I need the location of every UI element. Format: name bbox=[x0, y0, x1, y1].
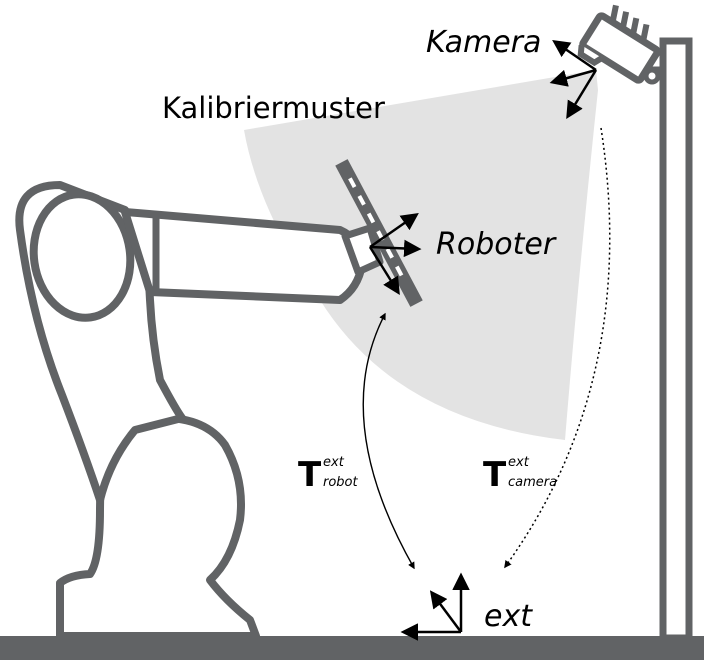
robot-transform-symbol: T bbox=[298, 455, 322, 495]
calibration-pattern-label: Kalibriermuster bbox=[162, 91, 385, 125]
ext-label: ext bbox=[484, 599, 532, 634]
robot-upper-arm bbox=[121, 208, 366, 304]
robot-transform-subscript: robot bbox=[323, 475, 358, 490]
camera-transform-label: T ext camera bbox=[483, 455, 563, 495]
robot-frame-axes bbox=[368, 213, 422, 295]
camera-transform-superscript: ext bbox=[508, 455, 529, 470]
camera-icon bbox=[577, 4, 661, 84]
camera-pole bbox=[659, 37, 693, 642]
robot-transform-arrow bbox=[362, 312, 415, 570]
ext-frame-axes bbox=[400, 572, 470, 641]
robot-transform-label: T ext robot bbox=[298, 455, 368, 495]
robot-transform-superscript: ext bbox=[323, 455, 344, 470]
robot-label: Roboter bbox=[436, 227, 556, 262]
calibration-pattern bbox=[335, 159, 423, 307]
camera-transform-symbol: T bbox=[483, 455, 507, 495]
camera-frame-axes bbox=[549, 40, 598, 119]
camera-label: Kamera bbox=[426, 25, 542, 60]
camera-transform-subscript: camera bbox=[508, 475, 558, 490]
robot-shoulder-joint bbox=[29, 190, 135, 322]
